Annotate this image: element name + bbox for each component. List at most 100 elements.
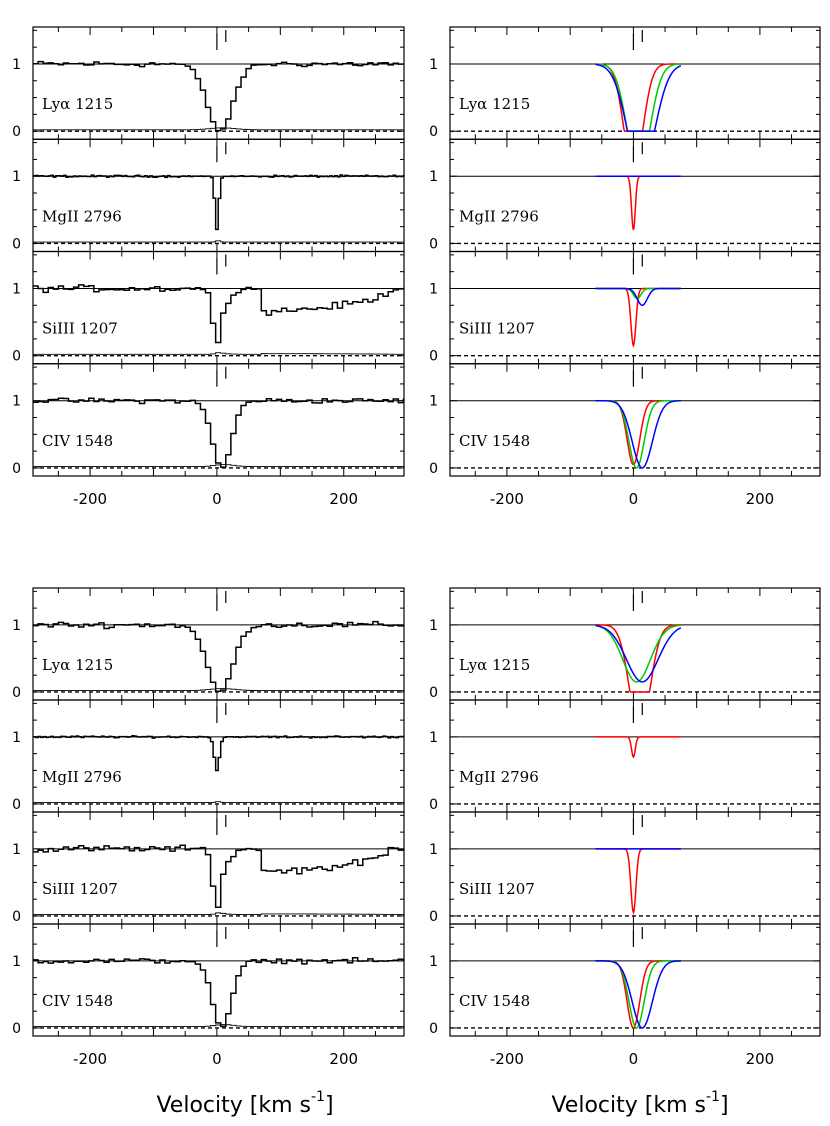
panel-frame xyxy=(449,363,821,477)
x-axis-label-text: Velocity [km s xyxy=(156,1093,311,1118)
y-tick-label: 1 xyxy=(12,954,21,970)
error-spectrum xyxy=(33,801,404,804)
transition-label: MgII 2796 xyxy=(42,207,122,225)
x-tick-label: 0 xyxy=(629,490,639,508)
x-axis-label-suffix: ] xyxy=(720,1093,729,1118)
observed-panel: 0 1 MgII 2796 xyxy=(12,138,405,252)
y-tick-label: 0 xyxy=(12,1021,21,1037)
observed-panel: 0 1 SiIII 1207 xyxy=(12,250,405,365)
observed-spectrum xyxy=(33,620,405,693)
observed-panel: 0 1 Lyα 1215 xyxy=(12,26,405,140)
transition-label: CIV 1548 xyxy=(42,992,113,1010)
fit-component-comp1 xyxy=(595,399,681,466)
fit-component-comp1 xyxy=(595,175,681,231)
transition-label: SiIII 1207 xyxy=(42,880,118,898)
y-tick-label: 1 xyxy=(429,169,438,185)
observed-spectrum xyxy=(33,284,405,344)
y-tick-label: 1 xyxy=(12,169,21,185)
y-tick-label: 1 xyxy=(429,618,438,634)
x-tick-label: 0 xyxy=(212,1050,222,1068)
transition-label: SiIII 1207 xyxy=(459,880,535,898)
x-tick-label: 0 xyxy=(629,1050,639,1068)
fit-component-comp3 xyxy=(595,287,681,307)
fit-component-comp2 xyxy=(595,960,681,1029)
y-tick-label: 1 xyxy=(12,730,21,746)
observed-spectrum xyxy=(33,174,405,231)
fit-component-comp2 xyxy=(595,624,681,683)
x-tick-label: 0 xyxy=(212,490,222,508)
x-tick-label: 200 xyxy=(329,1050,358,1068)
observed-panel: 0 1 CIV 1548 xyxy=(12,363,405,477)
fit-component-comp3 xyxy=(595,63,682,132)
panel-frame xyxy=(449,138,821,253)
y-tick-label: 0 xyxy=(12,909,21,925)
x-tick-label: 200 xyxy=(329,490,358,508)
fit-panel: 0 1 Lyα 1215 xyxy=(429,587,821,701)
y-tick-label: 1 xyxy=(12,394,21,410)
panel-frame xyxy=(32,587,405,701)
fit-component-comp3 xyxy=(595,960,681,1029)
error-spectrum xyxy=(33,912,404,916)
observed-spectrum xyxy=(33,734,405,772)
fit-panel: 0 1 Lyα 1215 xyxy=(429,26,821,140)
y-tick-label: 1 xyxy=(429,394,438,410)
x-tick-label: -200 xyxy=(490,490,524,508)
y-tick-label: 0 xyxy=(429,909,438,925)
fit-panel: 0 1 MgII 2796 xyxy=(429,138,821,253)
x-tick-label: -200 xyxy=(73,490,107,508)
panel-frame xyxy=(32,363,405,477)
y-tick-label: 1 xyxy=(429,281,438,297)
y-tick-label: 0 xyxy=(12,461,21,477)
y-tick-label: 0 xyxy=(429,1021,438,1037)
x-tick-label: -200 xyxy=(490,1050,524,1068)
transition-label: CIV 1548 xyxy=(459,432,530,450)
fit-panel: 0 1 CIV 1548 xyxy=(429,923,821,1037)
observed-spectrum xyxy=(33,844,405,909)
observed-panel: 0 1 Lyα 1215 xyxy=(12,587,405,701)
fit-component-comp2 xyxy=(595,399,681,469)
error-spectrum xyxy=(33,240,404,243)
transition-label: SiIII 1207 xyxy=(459,320,535,338)
panel-frame xyxy=(32,699,405,813)
error-spectrum xyxy=(33,352,404,355)
y-tick-label: 1 xyxy=(429,842,438,858)
transition-label: Lyα 1215 xyxy=(42,656,113,674)
transition-label: MgII 2796 xyxy=(42,768,122,786)
fit-component-comp1 xyxy=(595,624,681,693)
fit-component-comp1 xyxy=(595,960,681,1029)
y-tick-label: 1 xyxy=(429,57,438,73)
panel-frame xyxy=(32,250,405,365)
fit-panel: 0 1 SiIII 1207 xyxy=(429,811,821,925)
panel-frame xyxy=(449,250,821,365)
transition-label: Lyα 1215 xyxy=(42,95,113,113)
transition-label: Lyα 1215 xyxy=(459,656,530,674)
y-tick-label: 0 xyxy=(429,236,438,252)
transition-label: Lyα 1215 xyxy=(459,95,530,113)
panel-frame xyxy=(32,26,405,140)
x-tick-label: -200 xyxy=(73,1050,107,1068)
y-tick-label: 1 xyxy=(12,842,21,858)
fit-panel: 0 1 SiIII 1207 xyxy=(429,250,821,365)
observed-spectrum xyxy=(33,397,405,468)
y-tick-label: 0 xyxy=(429,685,438,701)
observed-spectrum xyxy=(33,957,405,1028)
y-tick-label: 0 xyxy=(12,797,21,813)
error-spectrum xyxy=(33,688,404,692)
fit-component-comp3 xyxy=(595,399,681,469)
x-axis-label-suffix: ] xyxy=(325,1093,334,1118)
fit-panel: 0 1 CIV 1548 xyxy=(429,363,821,477)
error-spectrum xyxy=(33,127,404,131)
error-spectrum xyxy=(33,1024,404,1028)
y-tick-label: 1 xyxy=(429,954,438,970)
observed-panel: 0 1 MgII 2796 xyxy=(12,699,405,813)
x-axis-label-exponent: -1 xyxy=(706,1089,720,1105)
y-tick-label: 0 xyxy=(12,124,21,140)
y-tick-label: 0 xyxy=(429,461,438,477)
x-axis-label-right: Velocity [km s-1] xyxy=(551,1089,728,1118)
fit-component-comp1 xyxy=(595,287,681,348)
transition-label: SiIII 1207 xyxy=(42,320,118,338)
x-axis-label-left: Velocity [km s-1] xyxy=(156,1089,333,1118)
y-tick-label: 0 xyxy=(429,124,438,140)
x-tick-label: 200 xyxy=(746,490,775,508)
